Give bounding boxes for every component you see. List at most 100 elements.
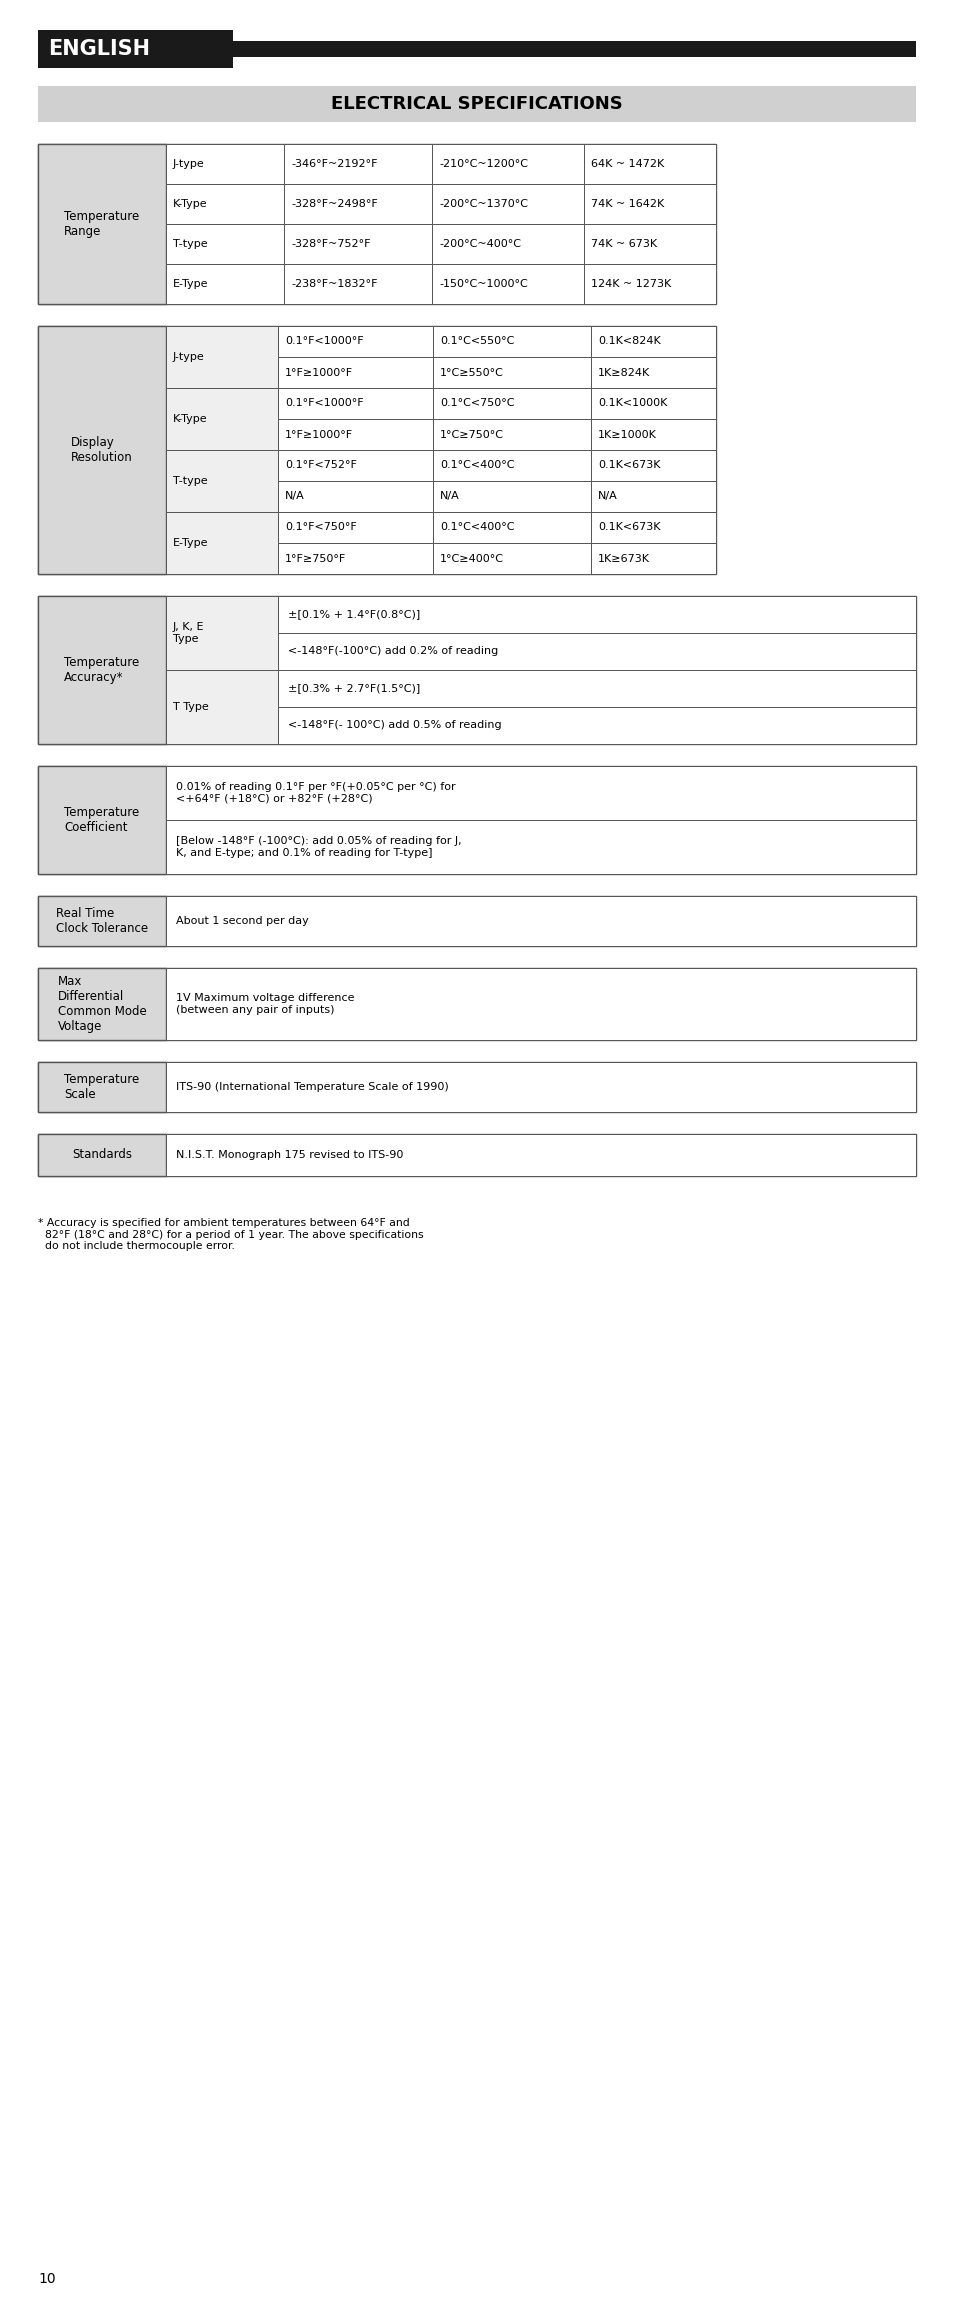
Text: 0.1°C<400°C: 0.1°C<400°C [439, 461, 514, 470]
Bar [166, 1061, 915, 1112]
Bar [166, 225, 284, 264]
Text: 0.1°C<400°C: 0.1°C<400°C [439, 524, 514, 533]
Bar [590, 512, 716, 542]
Bar [38, 897, 166, 945]
Bar [583, 264, 716, 304]
Text: Real Time
Clock Tolerance: Real Time Clock Tolerance [56, 906, 148, 936]
Text: T Type: T Type [172, 702, 209, 711]
Text: E-Type: E-Type [172, 278, 209, 290]
Bar [277, 357, 433, 387]
Text: 64K ~ 1472K: 64K ~ 1472K [590, 160, 663, 169]
Text: 0.1°C<550°C: 0.1°C<550°C [439, 336, 514, 348]
Text: Display
Resolution: Display Resolution [71, 436, 132, 463]
Text: [Below -148°F (-100°C): add 0.05% of reading for J,
K, and E-type; and 0.1% of r: [Below -148°F (-100°C): add 0.05% of rea… [175, 836, 461, 857]
Bar [233, 42, 915, 58]
Text: 0.1°F<1000°F: 0.1°F<1000°F [285, 336, 363, 348]
Bar [38, 897, 915, 945]
Bar [590, 387, 716, 419]
Text: K-Type: K-Type [172, 199, 208, 209]
Text: 74K ~ 673K: 74K ~ 673K [590, 239, 657, 248]
Text: ±[0.1% + 1.4°F(0.8°C)]: ±[0.1% + 1.4°F(0.8°C)] [288, 609, 420, 619]
Text: 1°C≥400°C: 1°C≥400°C [439, 554, 503, 563]
Text: 124K ~ 1273K: 124K ~ 1273K [590, 278, 671, 290]
Text: 1°F≥750°F: 1°F≥750°F [285, 554, 346, 563]
Bar [277, 633, 915, 670]
Bar [277, 327, 433, 357]
Text: Standards: Standards [71, 1149, 132, 1161]
Text: 1°C≥750°C: 1°C≥750°C [439, 429, 503, 440]
Text: K-Type: K-Type [172, 415, 208, 424]
Bar [38, 327, 716, 575]
Bar [433, 542, 590, 575]
Text: 0.1K<673K: 0.1K<673K [598, 524, 659, 533]
Text: J-type: J-type [172, 160, 205, 169]
Text: 0.1K<1000K: 0.1K<1000K [598, 399, 667, 408]
Text: 0.1°F<1000°F: 0.1°F<1000°F [285, 399, 363, 408]
Bar [38, 767, 166, 874]
Bar [166, 264, 284, 304]
Text: Max
Differential
Common Mode
Voltage: Max Differential Common Mode Voltage [57, 975, 146, 1033]
Bar [166, 897, 915, 945]
Bar [166, 595, 277, 670]
Bar [432, 264, 583, 304]
Bar [583, 144, 716, 183]
Bar [166, 387, 277, 449]
Bar [38, 1061, 915, 1112]
Text: Temperature
Coefficient: Temperature Coefficient [64, 806, 139, 834]
Bar [38, 595, 915, 744]
Text: N/A: N/A [439, 491, 459, 500]
Text: <-148°F(- 100°C) add 0.5% of reading: <-148°F(- 100°C) add 0.5% of reading [288, 721, 501, 730]
Text: 1K≥1000K: 1K≥1000K [598, 429, 657, 440]
Bar [277, 542, 433, 575]
Text: 0.1°C<750°C: 0.1°C<750°C [439, 399, 514, 408]
Text: 0.01% of reading 0.1°F per °F(+0.05°C per °C) for
<+64°F (+18°C) or +82°F (+28°C: 0.01% of reading 0.1°F per °F(+0.05°C pe… [175, 783, 456, 804]
Bar [38, 327, 166, 575]
Text: 0.1°F<752°F: 0.1°F<752°F [285, 461, 356, 470]
Bar [38, 969, 915, 1040]
Text: T-type: T-type [172, 475, 208, 487]
Bar [166, 767, 915, 820]
Text: 0.1°F<750°F: 0.1°F<750°F [285, 524, 356, 533]
Text: -328°F~752°F: -328°F~752°F [291, 239, 370, 248]
Bar [166, 449, 277, 512]
Bar [38, 1133, 166, 1177]
Text: -210°C~1200°C: -210°C~1200°C [438, 160, 527, 169]
Bar [277, 595, 915, 633]
Text: 0.1K<824K: 0.1K<824K [598, 336, 660, 348]
Text: 1V Maximum voltage difference
(between any pair of inputs): 1V Maximum voltage difference (between a… [175, 994, 355, 1015]
Text: * Accuracy is specified for ambient temperatures between 64°F and
  82°F (18°C a: * Accuracy is specified for ambient temp… [38, 1219, 423, 1251]
Text: N/A: N/A [285, 491, 304, 500]
Text: About 1 second per day: About 1 second per day [175, 915, 309, 927]
Bar [583, 225, 716, 264]
Bar [432, 183, 583, 225]
Text: Temperature
Accuracy*: Temperature Accuracy* [64, 656, 139, 684]
Text: ELECTRICAL SPECIFICATIONS: ELECTRICAL SPECIFICATIONS [331, 95, 622, 114]
Bar [590, 542, 716, 575]
Bar [277, 707, 915, 744]
Bar [284, 264, 432, 304]
Bar [590, 327, 716, 357]
Bar [277, 419, 433, 449]
Text: <-148°F(-100°C) add 0.2% of reading: <-148°F(-100°C) add 0.2% of reading [288, 646, 497, 656]
Bar [432, 144, 583, 183]
Bar [38, 969, 166, 1040]
Bar [590, 357, 716, 387]
Bar [590, 419, 716, 449]
Bar [583, 183, 716, 225]
Bar [38, 1133, 915, 1177]
Text: -238°F~1832°F: -238°F~1832°F [291, 278, 377, 290]
Bar [38, 1061, 166, 1112]
Text: -200°C~400°C: -200°C~400°C [438, 239, 520, 248]
Text: J, K, E
Type: J, K, E Type [172, 623, 204, 644]
Text: 1°F≥1000°F: 1°F≥1000°F [285, 429, 353, 440]
Bar [277, 670, 915, 707]
Text: 1°F≥1000°F: 1°F≥1000°F [285, 368, 353, 378]
Text: ENGLISH: ENGLISH [48, 39, 150, 58]
Text: -200°C~1370°C: -200°C~1370°C [438, 199, 527, 209]
Text: -346°F~2192°F: -346°F~2192°F [291, 160, 377, 169]
Bar [433, 512, 590, 542]
Bar [433, 482, 590, 512]
Bar [166, 183, 284, 225]
Bar [166, 327, 277, 387]
Bar [166, 512, 277, 575]
